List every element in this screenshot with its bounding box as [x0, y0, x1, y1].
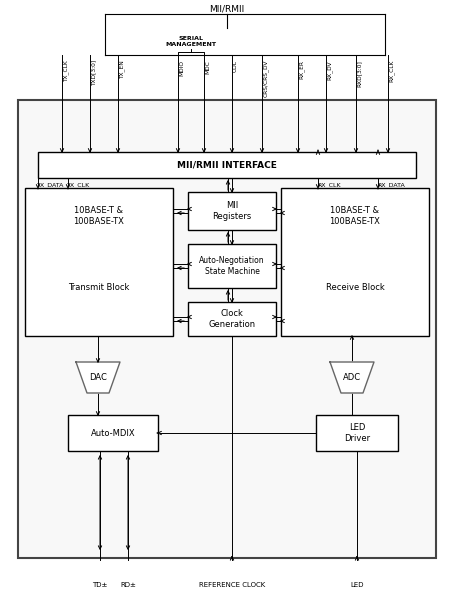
Text: 10BASE-T &
100BASE-TX: 10BASE-T & 100BASE-TX — [330, 206, 380, 226]
Text: MDC: MDC — [205, 60, 210, 74]
Text: COL: COL — [233, 60, 238, 72]
Text: Transmit Block: Transmit Block — [68, 284, 130, 293]
Text: MII
Registers: MII Registers — [212, 201, 252, 221]
Bar — [281, 188, 429, 336]
Text: TX_DATA: TX_DATA — [37, 182, 64, 188]
Text: RD±: RD± — [120, 582, 136, 588]
Bar — [18, 100, 436, 558]
Text: RX_ER: RX_ER — [299, 60, 305, 79]
Text: Clock
Generation: Clock Generation — [208, 309, 256, 329]
Bar — [25, 188, 173, 336]
Bar — [68, 415, 158, 451]
Text: TX_CLK: TX_CLK — [67, 182, 90, 188]
Polygon shape — [76, 362, 120, 393]
Text: RX_CLK: RX_CLK — [317, 182, 340, 188]
Text: CRS/CRS_DV: CRS/CRS_DV — [263, 60, 269, 97]
Bar — [316, 415, 398, 451]
Text: Auto-MDIX: Auto-MDIX — [91, 428, 135, 438]
Text: RXD[3:0]: RXD[3:0] — [357, 60, 362, 87]
Bar — [188, 244, 276, 288]
Text: LED: LED — [350, 582, 364, 588]
Text: REFERENCE CLOCK: REFERENCE CLOCK — [199, 582, 265, 588]
Text: TXD[3:0]: TXD[3:0] — [91, 60, 96, 86]
Polygon shape — [330, 362, 374, 393]
Text: LED
Driver: LED Driver — [344, 423, 370, 442]
Text: 10BASE-T &
100BASE-TX: 10BASE-T & 100BASE-TX — [74, 206, 124, 226]
Text: TD±: TD± — [92, 582, 108, 588]
Bar — [188, 302, 276, 336]
Text: SERIAL
MANAGEMENT: SERIAL MANAGEMENT — [166, 36, 217, 47]
Bar — [38, 152, 416, 178]
Text: TX_EN: TX_EN — [119, 60, 125, 78]
Bar — [188, 192, 276, 230]
Text: DAC: DAC — [89, 373, 107, 382]
Text: RX_CLK: RX_CLK — [389, 60, 395, 83]
Text: MII/RMII INTERFACE: MII/RMII INTERFACE — [177, 160, 277, 169]
Text: MII/RMII: MII/RMII — [209, 5, 245, 14]
Text: Receive Block: Receive Block — [326, 284, 385, 293]
Text: TX_CLK: TX_CLK — [63, 60, 69, 82]
Text: RX_DV: RX_DV — [327, 60, 333, 80]
Text: ADC: ADC — [343, 373, 361, 382]
Text: MDIO: MDIO — [179, 60, 184, 76]
Text: Auto-Negotiation
State Machine: Auto-Negotiation State Machine — [199, 256, 265, 276]
Text: RX_DATA: RX_DATA — [377, 182, 405, 188]
